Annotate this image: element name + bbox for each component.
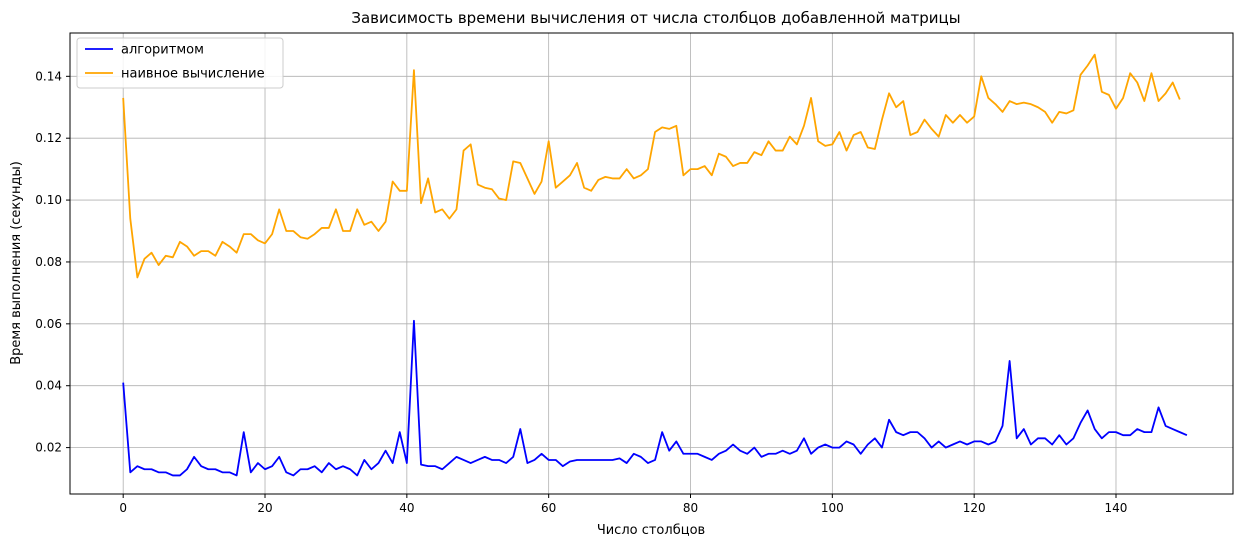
x-tick-label: 40 <box>399 501 414 515</box>
legend-label-naive: наивное вычисление <box>121 67 265 82</box>
x-tick-label: 0 <box>119 501 127 515</box>
x-tick-label: 60 <box>541 501 556 515</box>
y-tick-label: 0.12 <box>35 131 62 145</box>
series-line-algorithm <box>122 319 1188 477</box>
grid-lines <box>70 33 1233 494</box>
y-axis: 0.02 0.04 0.06 0.08 0.10 0.12 0.14 <box>35 69 70 455</box>
y-tick-label: 0.02 <box>35 441 62 455</box>
series-line-naive <box>122 53 1181 279</box>
y-tick-label: 0.10 <box>35 193 62 207</box>
x-tick-label: 20 <box>257 501 272 515</box>
series-layer <box>122 53 1188 477</box>
x-tick-label: 120 <box>963 501 986 515</box>
x-tick-label: 100 <box>821 501 844 515</box>
y-tick-label: 0.06 <box>35 317 62 331</box>
legend-box <box>76 37 284 89</box>
x-axis: 0 20 40 60 80 100 120 140 <box>119 494 1127 515</box>
y-axis-label: Время выполнения (секунды) <box>9 161 24 365</box>
y-tick-label: 0.14 <box>35 69 62 83</box>
legend: алгоритмом наивное вычисление <box>76 37 284 89</box>
y-tick-label: 0.08 <box>35 255 62 269</box>
chart-title: Зависимость времени вычисления от числа … <box>351 9 960 27</box>
x-axis-label: Число столбцов <box>597 523 705 538</box>
plot-frame <box>69 32 1234 495</box>
x-tick-label: 80 <box>683 501 698 515</box>
legend-label-algorithm: алгоритмом <box>121 43 204 58</box>
x-tick-label: 140 <box>1105 501 1128 515</box>
y-tick-label: 0.04 <box>35 379 62 393</box>
